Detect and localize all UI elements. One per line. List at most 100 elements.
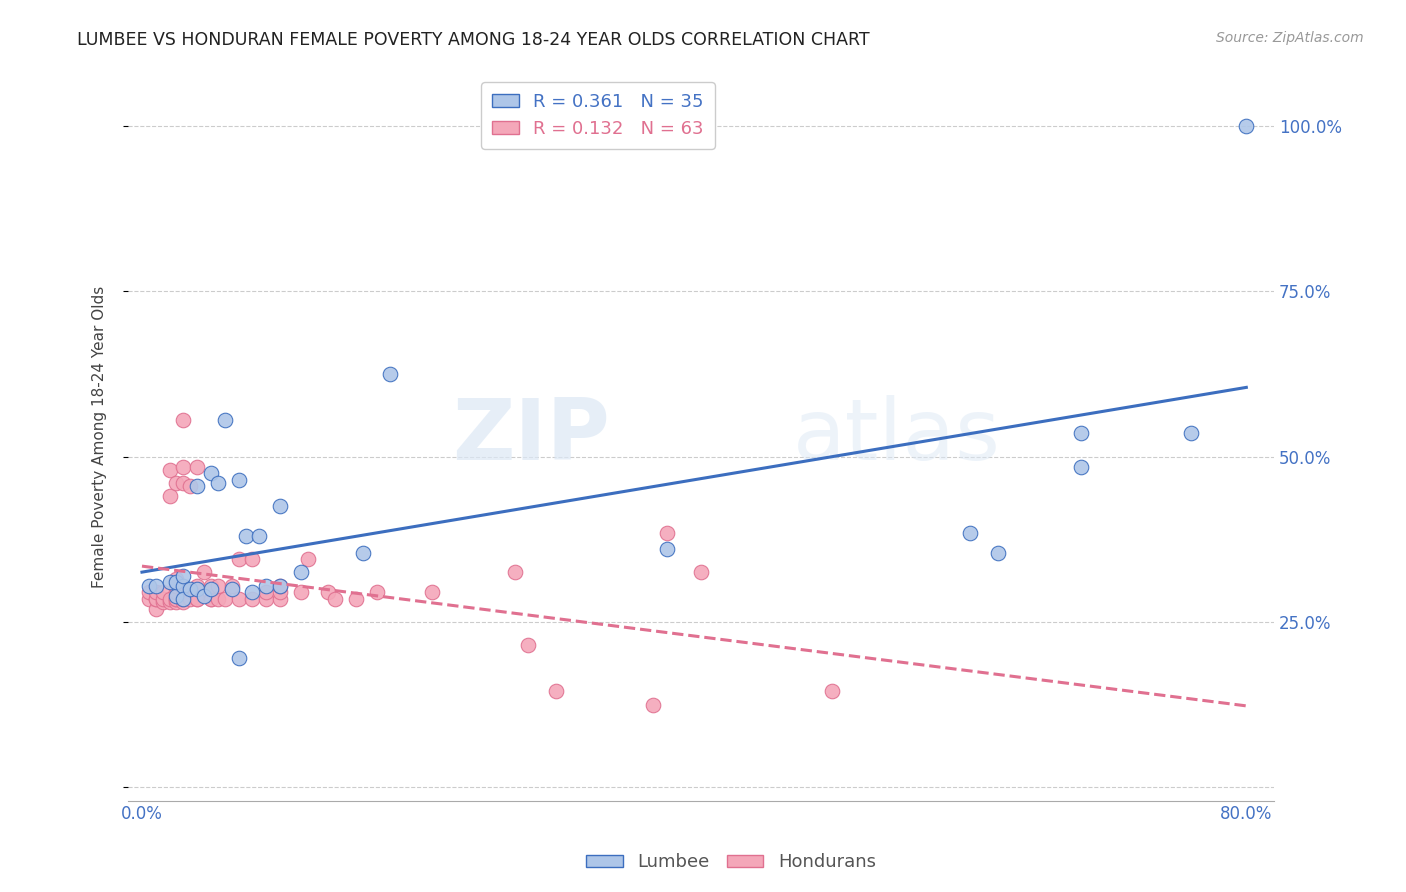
Legend: R = 0.361   N = 35, R = 0.132   N = 63: R = 0.361 N = 35, R = 0.132 N = 63 — [481, 82, 714, 149]
Point — [959, 525, 981, 540]
Point — [380, 367, 402, 381]
Text: LUMBEE VS HONDURAN FEMALE POVERTY AMONG 18-24 YEAR OLDS CORRELATION CHART: LUMBEE VS HONDURAN FEMALE POVERTY AMONG … — [77, 31, 870, 49]
Point — [200, 579, 222, 593]
Point — [254, 585, 277, 599]
Point — [179, 479, 201, 493]
Point — [546, 684, 568, 698]
Point — [242, 585, 264, 599]
Point — [172, 582, 194, 596]
Point — [166, 591, 188, 606]
Point — [159, 463, 181, 477]
Point — [1070, 459, 1092, 474]
Point — [207, 591, 229, 606]
Point — [207, 476, 229, 491]
Point — [269, 579, 291, 593]
Point — [193, 566, 215, 580]
Point — [420, 585, 443, 599]
Point — [352, 545, 374, 559]
Point — [235, 529, 257, 543]
Point — [152, 595, 174, 609]
Point — [269, 579, 291, 593]
Point — [655, 525, 678, 540]
Point — [166, 591, 188, 606]
Point — [503, 566, 526, 580]
Point — [172, 413, 194, 427]
Point — [269, 591, 291, 606]
Point — [297, 552, 319, 566]
Point — [228, 473, 250, 487]
Point — [166, 585, 188, 599]
Point — [221, 579, 243, 593]
Point — [172, 591, 194, 606]
Point — [166, 595, 188, 609]
Point — [138, 591, 160, 606]
Point — [166, 589, 188, 603]
Point — [221, 582, 243, 596]
Text: ZIP: ZIP — [451, 395, 609, 478]
Point — [159, 591, 181, 606]
Point — [228, 651, 250, 665]
Point — [186, 591, 208, 606]
Point — [269, 585, 291, 599]
Point — [166, 572, 188, 586]
Point — [166, 476, 188, 491]
Point — [207, 579, 229, 593]
Point — [172, 595, 194, 609]
Point — [200, 582, 222, 596]
Point — [152, 585, 174, 599]
Point — [172, 459, 194, 474]
Point — [366, 585, 388, 599]
Point — [172, 476, 194, 491]
Point — [138, 579, 160, 593]
Point — [145, 601, 167, 615]
Point — [228, 591, 250, 606]
Point — [152, 591, 174, 606]
Point — [200, 466, 222, 480]
Point — [214, 591, 236, 606]
Point — [1070, 426, 1092, 441]
Point — [641, 698, 664, 712]
Point — [145, 591, 167, 606]
Point — [186, 479, 208, 493]
Point — [1234, 119, 1257, 133]
Point — [228, 552, 250, 566]
Point — [655, 542, 678, 557]
Point — [186, 579, 208, 593]
Point — [269, 500, 291, 514]
Point — [1180, 426, 1202, 441]
Point — [318, 585, 340, 599]
Point — [138, 585, 160, 599]
Point — [254, 579, 277, 593]
Text: Source: ZipAtlas.com: Source: ZipAtlas.com — [1216, 31, 1364, 45]
Y-axis label: Female Poverty Among 18-24 Year Olds: Female Poverty Among 18-24 Year Olds — [93, 285, 107, 588]
Point — [254, 591, 277, 606]
Point — [242, 591, 264, 606]
Point — [200, 591, 222, 606]
Point — [200, 591, 222, 606]
Point — [344, 591, 367, 606]
Point — [145, 579, 167, 593]
Point — [179, 591, 201, 606]
Point — [193, 589, 215, 603]
Point — [172, 591, 194, 606]
Point — [166, 575, 188, 590]
Text: atlas: atlas — [793, 395, 1001, 478]
Point — [290, 566, 312, 580]
Point — [145, 585, 167, 599]
Legend: Lumbee, Hondurans: Lumbee, Hondurans — [579, 847, 883, 879]
Point — [145, 591, 167, 606]
Point — [159, 575, 181, 590]
Point — [172, 568, 194, 582]
Point — [247, 529, 270, 543]
Point — [214, 413, 236, 427]
Point — [290, 585, 312, 599]
Point — [159, 489, 181, 503]
Point — [517, 638, 540, 652]
Point — [166, 579, 188, 593]
Point — [186, 591, 208, 606]
Point — [179, 582, 201, 596]
Point — [821, 684, 844, 698]
Point — [172, 579, 194, 593]
Point — [323, 591, 346, 606]
Point — [690, 566, 713, 580]
